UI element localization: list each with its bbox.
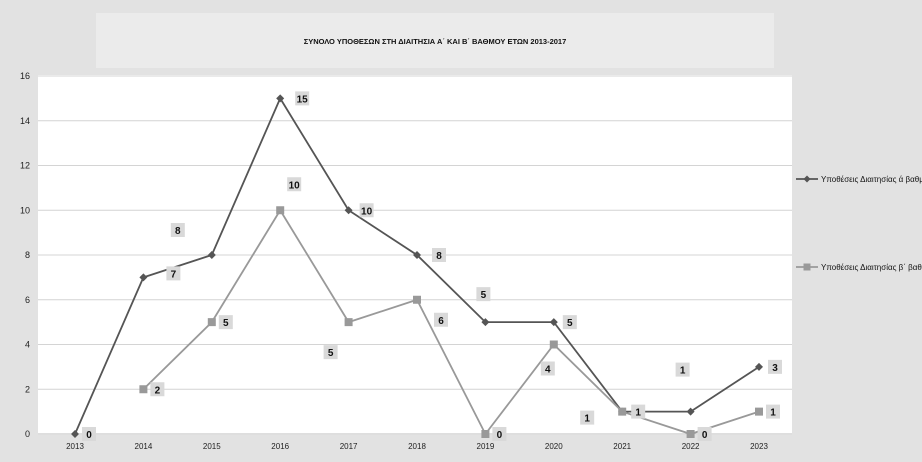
x-tick-label: 2016 (271, 442, 289, 451)
y-tick-label: 4 (25, 340, 30, 350)
x-tick-label: 2018 (408, 442, 426, 451)
data-label-box (562, 315, 577, 330)
data-label: 4 (545, 365, 551, 376)
data-label-box (434, 312, 448, 327)
data-label: 5 (567, 318, 573, 329)
data-label: 5 (481, 290, 487, 301)
diamond-marker (139, 273, 148, 282)
square-marker (618, 407, 627, 416)
data-label-box (82, 427, 96, 441)
x-tick-label: 2013 (66, 442, 84, 451)
square-marker (549, 340, 558, 349)
y-tick-label: 6 (25, 295, 30, 305)
data-label-box (287, 177, 302, 192)
square-marker (276, 206, 285, 215)
data-label: 3 (772, 363, 778, 374)
diamond-marker (481, 318, 490, 327)
data-label-box (766, 404, 780, 419)
square-marker (686, 430, 695, 438)
data-label-box (476, 287, 491, 302)
data-label: 15 (297, 94, 309, 105)
data-label-box (580, 410, 595, 425)
legend-label: Υποθέσεις Διαιτησίας β΄ βαθμου (821, 263, 922, 272)
data-label-box (768, 359, 782, 374)
data-label-box (492, 427, 507, 441)
y-tick-label: 12 (20, 161, 30, 171)
data-label: 1 (635, 408, 641, 419)
x-tick-label: 2014 (135, 442, 153, 451)
legend: Υποθέσεις Διαιτησίας ά βαθμού Υποθέσεις Δ… (796, 175, 922, 272)
data-label-box (359, 203, 374, 218)
chart-title: ΣΥΝΟΛΟ ΥΠΟΘΕΣΩΝ ΣΤΗ ΔΙΑΙΤΗΣΙΑ Α΄ ΚΑΙ Β΄ … (304, 37, 567, 46)
data-label-box (323, 345, 338, 360)
diamond-marker (276, 94, 285, 103)
data-label-box (697, 427, 712, 441)
x-tick-label: 2023 (750, 442, 768, 451)
data-label-box (631, 404, 646, 419)
diamond-marker (71, 430, 79, 438)
x-tick-label: 2022 (682, 442, 700, 451)
y-tick-label: 8 (25, 250, 30, 260)
square-marker (481, 430, 490, 438)
x-tick-label: 2019 (477, 442, 495, 451)
title-box (96, 13, 774, 68)
data-label: 1 (680, 366, 686, 377)
y-tick-label: 2 (25, 384, 30, 394)
x-tick-label: 2017 (340, 442, 358, 451)
square-marker (139, 385, 148, 394)
x-axis-ticks: 2013 2014 2015 2016 2017 2018 2019 2020 2021 2022… (66, 442, 768, 451)
square-marker (207, 318, 216, 327)
diamond-marker (344, 206, 353, 215)
data-label-box (170, 223, 185, 237)
y-tick-label: 14 (20, 116, 30, 126)
diamond-marker (686, 407, 695, 416)
data-label: 0 (497, 430, 503, 441)
data-label: 0 (86, 430, 92, 441)
x-tick-label: 2021 (613, 442, 631, 451)
legend-label: Υποθέσεις Διαιτησίας ά βαθμού (821, 175, 922, 184)
data-label-box (150, 382, 165, 397)
y-tick-label: 10 (20, 205, 30, 215)
square-marker (344, 318, 353, 327)
data-label-box (295, 91, 310, 106)
data-label: 10 (361, 206, 373, 217)
data-label: 10 (289, 180, 301, 191)
diamond-marker (755, 362, 763, 371)
y-axis-ticks: 0 2 4 6 8 10 12 14 16 (20, 71, 30, 439)
x-tick-label: 2015 (203, 442, 221, 451)
data-label: 7 (171, 269, 177, 280)
square-marker (755, 407, 763, 416)
data-label: 8 (175, 226, 181, 237)
data-label: 6 (438, 316, 444, 327)
legend-square-marker (803, 263, 811, 271)
data-label: 0 (702, 430, 708, 441)
square-marker (413, 295, 421, 304)
data-label: 2 (155, 385, 161, 396)
data-label-box (540, 361, 555, 376)
diamond-marker (207, 251, 216, 259)
data-label-box (218, 315, 233, 330)
y-tick-label: 16 (20, 71, 30, 81)
series-line (142, 208, 760, 436)
data-label: 5 (328, 348, 334, 359)
data-label: 1 (770, 408, 776, 419)
data-label-box (432, 248, 446, 262)
diamond-marker (549, 318, 558, 327)
diamond-marker (413, 251, 421, 259)
legend-diamond-marker (803, 175, 811, 183)
y-tick-label: 0 (25, 429, 30, 439)
data-label: 5 (223, 318, 229, 329)
data-label-box (675, 362, 690, 377)
data-label: 1 (584, 414, 590, 425)
data-label: 8 (436, 251, 442, 262)
x-tick-label: 2020 (545, 442, 563, 451)
data-label-box (166, 266, 181, 281)
